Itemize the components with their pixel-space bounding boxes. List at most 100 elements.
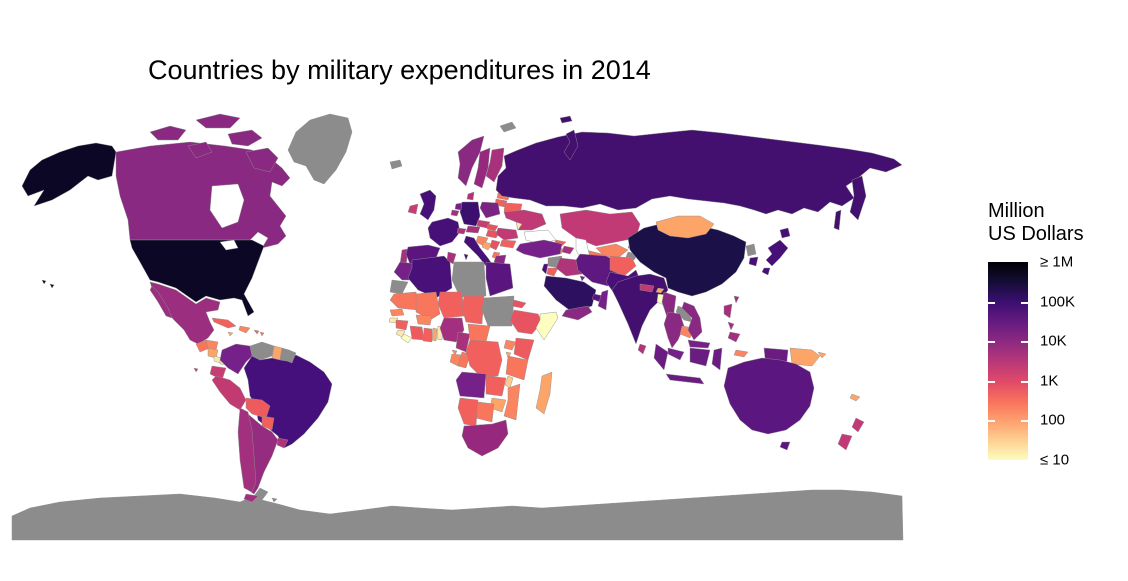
country-afghanistan (609, 255, 637, 277)
country-timor-leste (733, 349, 749, 358)
country-angola (455, 371, 487, 399)
country-indonesia-kalimantan (689, 347, 711, 367)
country-finland (485, 147, 505, 183)
legend-label-10: ≤ 10 (1040, 451, 1070, 469)
country-poland (479, 201, 501, 219)
country-usa-mainland (129, 239, 265, 317)
country-germany (459, 201, 481, 227)
country-indonesia-sumatra (653, 343, 669, 371)
country-uruguay (276, 437, 289, 449)
country-azerbaijan (561, 245, 575, 255)
country-new-caledonia (849, 393, 861, 402)
country-bosnia (481, 241, 493, 251)
country-dr-congo (465, 339, 503, 379)
country-ireland (407, 203, 419, 215)
country-uk (419, 189, 437, 221)
country-madagascar (535, 371, 553, 415)
country-oman (597, 289, 609, 311)
country-usa-hawaii-2 (49, 283, 55, 289)
country-sweden (473, 147, 491, 189)
country-malawi (504, 375, 514, 389)
country-romania (495, 227, 519, 241)
country-kuwait (579, 275, 586, 282)
country-uganda (503, 339, 517, 351)
country-png-new-britain (817, 351, 827, 359)
country-philippines-visayas (727, 321, 735, 331)
country-thailand (663, 311, 685, 349)
country-moldova (515, 221, 523, 231)
country-bhutan (655, 287, 665, 294)
country-turkey (515, 239, 563, 259)
country-austria (465, 225, 481, 234)
country-france (427, 217, 461, 247)
legend-tick (988, 420, 995, 423)
legend-label-1k: 1K (1040, 372, 1059, 390)
map-title: Countries by military expenditures in 20… (148, 55, 651, 85)
country-western-sahara (389, 279, 409, 295)
country-mozambique (503, 383, 521, 421)
country-eritrea (511, 299, 527, 309)
country-ghana (422, 327, 433, 343)
country-chile (237, 407, 257, 493)
country-libya (451, 261, 487, 298)
country-togo (431, 327, 438, 342)
country-russia-franz-josef (559, 115, 573, 124)
country-guinea (395, 319, 409, 331)
country-somalia (535, 311, 559, 341)
country-peru (211, 375, 247, 411)
country-ivory-coast (409, 325, 425, 341)
country-tunisia (446, 251, 457, 265)
country-botswana (475, 401, 495, 423)
country-galapagos (193, 367, 199, 373)
country-ethiopia (509, 309, 543, 335)
country-canada-baffin (245, 147, 279, 173)
country-burkina-faso (415, 314, 433, 326)
country-norway (457, 135, 485, 187)
country-equatorial-guinea (451, 349, 458, 356)
country-zambia (485, 375, 507, 397)
country-falklands (271, 497, 278, 503)
country-philippines-mindanao (727, 331, 741, 343)
country-denmark (466, 191, 475, 201)
country-south-africa (461, 419, 509, 457)
country-lesser-antilles (259, 331, 265, 337)
country-canada-arctic-1 (149, 125, 187, 141)
country-cuba (211, 317, 237, 329)
country-colombia (219, 343, 253, 375)
country-japan-hokkaido (779, 227, 791, 239)
legend-tick (1021, 341, 1028, 344)
country-vietnam (681, 301, 703, 341)
country-french-guiana (286, 349, 297, 364)
country-usa-hawaii-1 (41, 279, 47, 285)
country-jordan (546, 267, 559, 277)
country-indonesia-java (665, 373, 705, 385)
country-rwanda-burundi (505, 351, 512, 359)
legend-tick (1021, 380, 1028, 383)
country-egypt (485, 261, 514, 297)
country-jamaica (227, 331, 234, 337)
country-russia-sakhalin (833, 209, 842, 231)
country-new-zealand-north (851, 417, 865, 433)
country-usa-alaska (21, 142, 117, 207)
country-japan-honshu (765, 239, 789, 267)
hudson-bay (209, 183, 245, 229)
country-taiwan (733, 295, 740, 304)
country-tanzania (505, 355, 529, 381)
country-sri-lanka (637, 343, 647, 355)
legend-tick (988, 380, 995, 383)
country-north-korea (745, 243, 757, 257)
country-russia-kamchatka (849, 175, 867, 221)
country-south-korea (748, 256, 759, 267)
legend-label-100: 100 (1040, 411, 1066, 429)
legend-tick (1021, 301, 1028, 304)
country-sudan (481, 295, 515, 327)
country-italy-sardinia (463, 253, 469, 261)
country-papua-new-guinea (789, 347, 821, 367)
legend-title-line2: US Dollars (988, 223, 1084, 245)
country-niger (437, 291, 465, 319)
country-kazakhstan (559, 209, 641, 247)
country-russia-novaya-zemlya (563, 129, 579, 161)
country-chad (461, 295, 485, 325)
country-car (467, 323, 491, 343)
